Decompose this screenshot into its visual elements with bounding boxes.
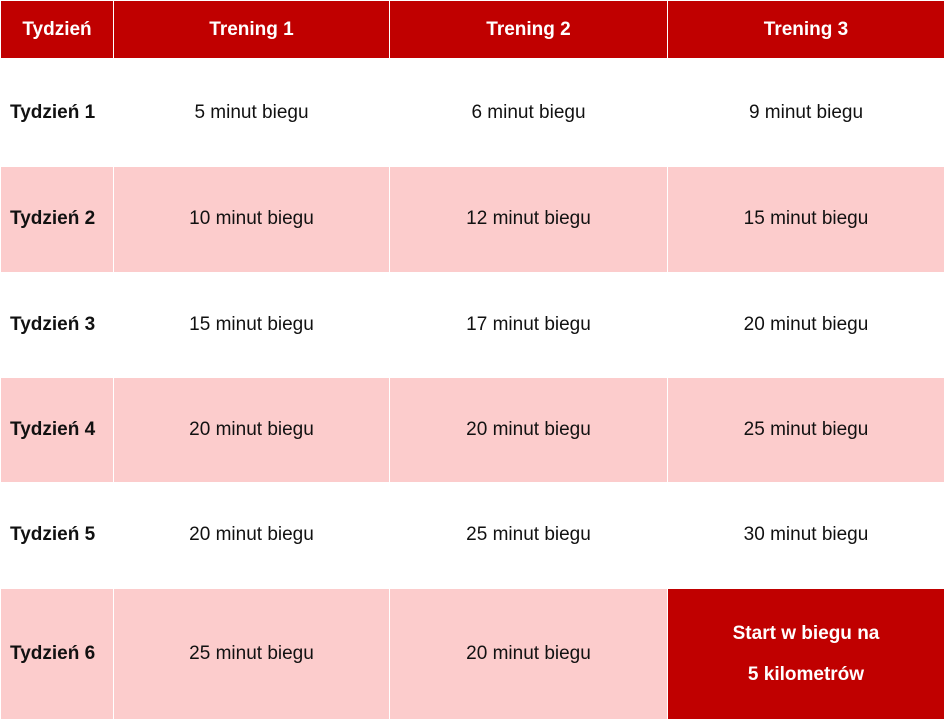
training-cell: 20 minut biegu [113,482,390,589]
header-cell: Tydzień [0,0,114,59]
table-row: Tydzień 4 20 minut biegu 20 minut biegu 25 … [0,376,944,484]
table-row: Tydzień 6 25 minut biegu 20 minut biegu Sta… [0,587,944,720]
week-cell: Tydzień 6 [0,587,114,720]
table-row: Tydzień 5 20 minut biegu 25 minut biegu 30 … [0,482,944,589]
training-cell: 20 minut biegu [113,376,390,484]
week-cell: Tydzień 3 [0,271,114,378]
header-cell: Trening 2 [389,0,668,59]
training-cell: 25 minut biegu [113,587,390,720]
training-cell: 25 minut biegu [667,376,944,484]
week-cell: Tydzień 4 [0,376,114,484]
training-cell: 15 minut biegu [667,166,944,273]
training-cell: 10 minut biegu [113,166,390,273]
training-cell: 12 minut biegu [389,166,668,273]
cell-line: 5 kilometrów [747,663,865,685]
week-cell: Tydzień 2 [0,166,114,273]
week-cell: Tydzień 5 [0,482,114,589]
goal-cell: Start w biegu na 5 kilometrów [667,587,944,720]
training-cell: 6 minut biegu [389,57,668,168]
header-row: Tydzień Trening 1 Trening 2 Trening 3 [0,0,944,59]
cell-line: Start w biegu na [732,622,880,644]
training-cell: 17 minut biegu [389,271,668,378]
table-row: Tydzień 3 15 minut biegu 17 minut biegu 20 … [0,271,944,378]
header-cell: Trening 3 [667,0,944,59]
training-cell: 20 minut biegu [389,587,668,720]
training-cell: 20 minut biegu [389,376,668,484]
training-cell: 25 minut biegu [389,482,668,589]
training-cell: 30 minut biegu [667,482,944,589]
table-row: Tydzień 2 10 minut biegu 12 minut biegu 15 … [0,166,944,273]
training-cell: 9 minut biegu [667,57,944,168]
training-cell: 20 minut biegu [667,271,944,378]
training-cell: 15 minut biegu [113,271,390,378]
training-cell: 5 minut biegu [113,57,390,168]
header-cell: Trening 1 [113,0,390,59]
week-cell: Tydzień 1 [0,57,114,168]
